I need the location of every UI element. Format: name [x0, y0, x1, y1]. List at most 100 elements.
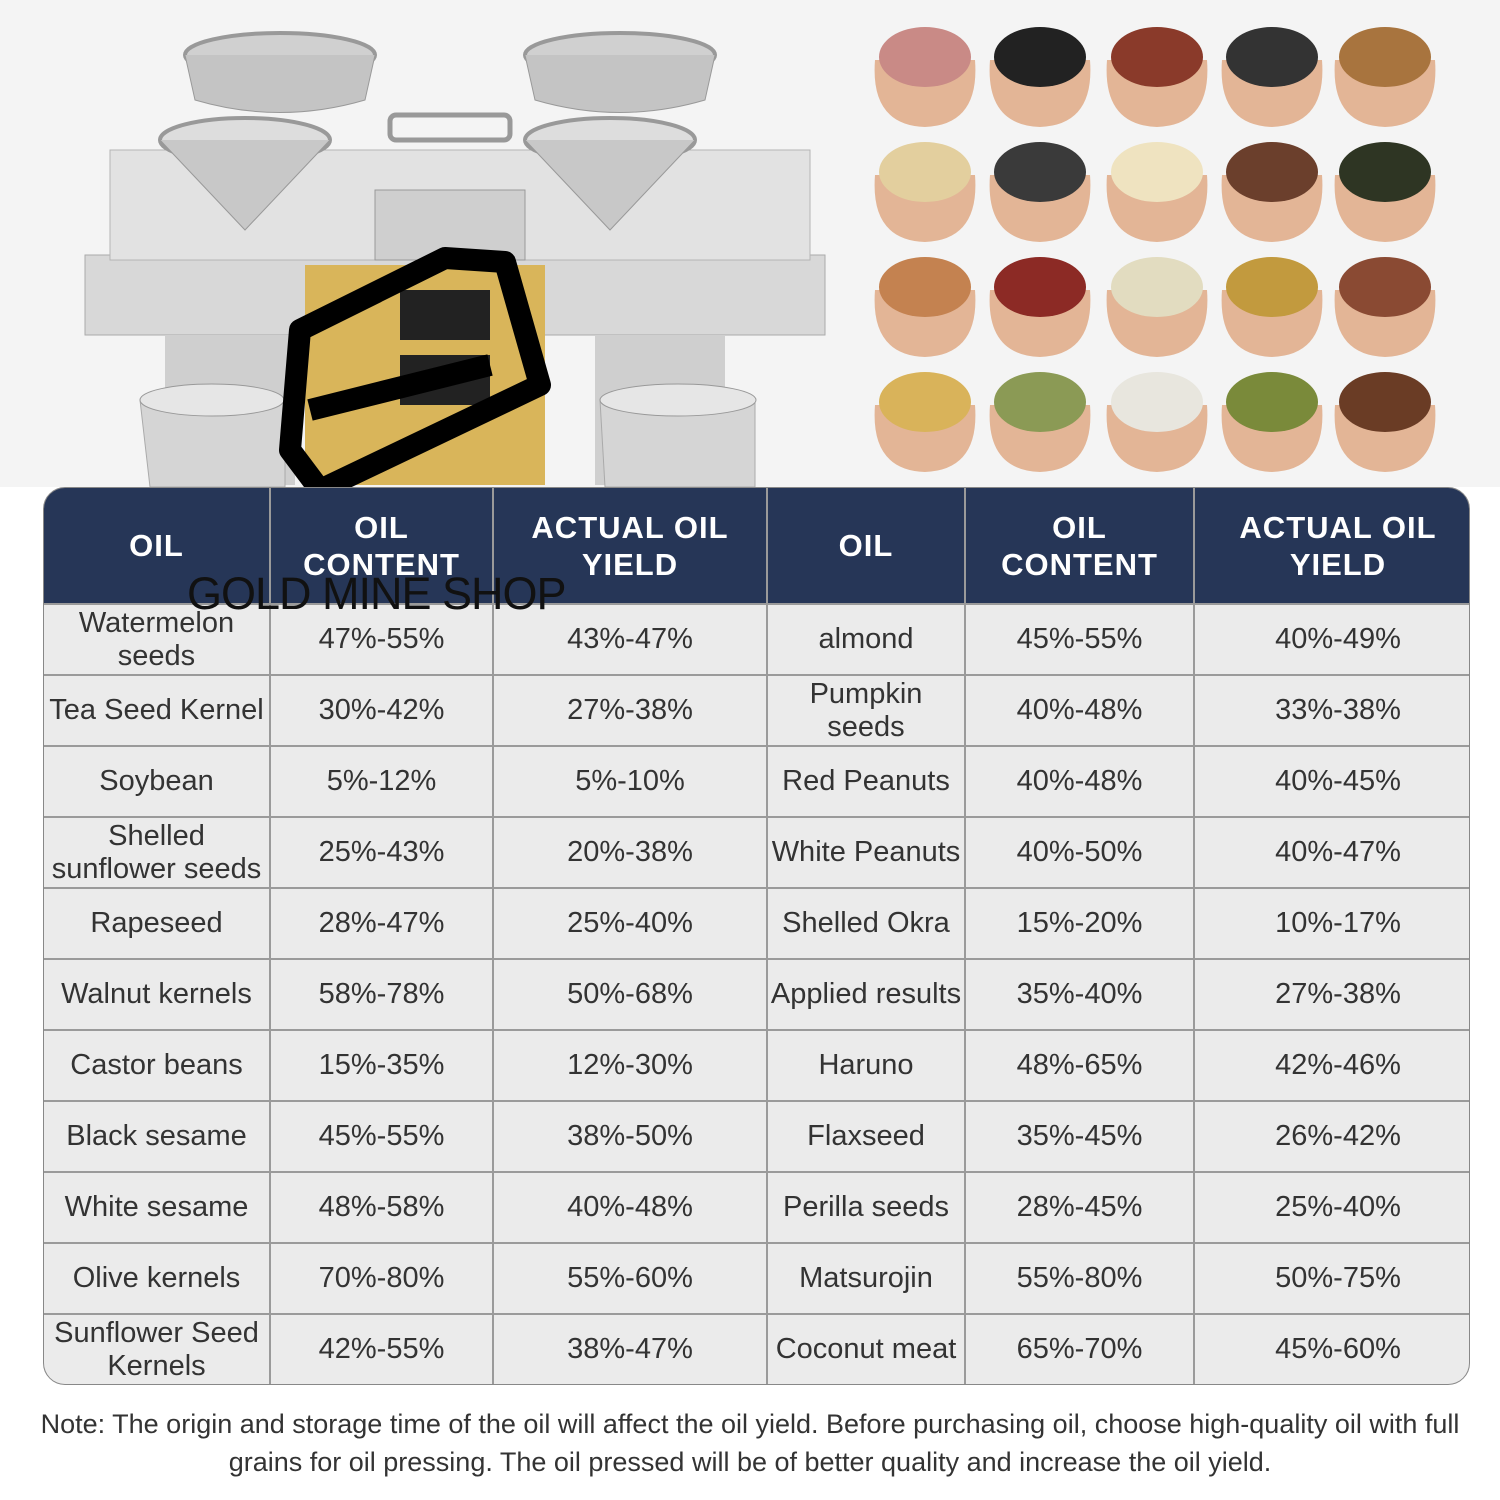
table-cell: 50%-68%: [494, 960, 766, 1029]
seeds: [1226, 142, 1318, 202]
table-cell: Black sesame: [44, 1102, 269, 1171]
table-cell: Shelled Okra: [768, 889, 964, 958]
table-cell: 30%-42%: [271, 676, 492, 745]
seeds: [1226, 372, 1318, 432]
table-cell: 70%-80%: [271, 1244, 492, 1313]
seeds: [1339, 257, 1431, 317]
table-cell: 48%-58%: [271, 1173, 492, 1242]
table-cell: Pumpkin seeds: [768, 676, 964, 745]
seeds: [879, 257, 971, 317]
table-cell: 33%-38%: [1195, 676, 1469, 745]
header-cell: OIL CONTENT: [271, 488, 492, 603]
table-cell: 10%-17%: [1195, 889, 1469, 958]
table-cell: Matsurojin: [768, 1244, 964, 1313]
table-cell: 28%-45%: [966, 1173, 1193, 1242]
table-cell: 40%-47%: [1195, 818, 1469, 887]
table-cell: 45%-55%: [966, 605, 1193, 674]
table-cell: 27%-38%: [1195, 960, 1469, 1029]
oil-yield-table: OIL OIL CONTENT ACTUAL OIL YIELD OIL OIL CON…: [43, 487, 1470, 1385]
table-cell: 55%-60%: [494, 1244, 766, 1313]
table-cell: Haruno: [768, 1031, 964, 1100]
table-cell: 15%-20%: [966, 889, 1193, 958]
table-cell: 25%-43%: [271, 818, 492, 887]
seeds: [994, 372, 1086, 432]
table-cell: 58%-78%: [271, 960, 492, 1029]
table-cell: 25%-40%: [494, 889, 766, 958]
table-cell: Flaxseed: [768, 1102, 964, 1171]
table-cell: Olive kernels: [44, 1244, 269, 1313]
table-cell: Tea Seed Kernel: [44, 676, 269, 745]
seeds: [994, 257, 1086, 317]
table-cell: 45%-55%: [271, 1102, 492, 1171]
table-cell: 40%-48%: [966, 676, 1193, 745]
table-cell: Shelled sunflower seeds: [44, 818, 269, 887]
table-cell: 35%-45%: [966, 1102, 1193, 1171]
table-cell: Walnut kernels: [44, 960, 269, 1029]
table-cell: 27%-38%: [494, 676, 766, 745]
table-cell: 50%-75%: [1195, 1244, 1469, 1313]
table-cell: 48%-65%: [966, 1031, 1193, 1100]
seeds: [879, 142, 971, 202]
table-cell: 28%-47%: [271, 889, 492, 958]
seeds: [879, 372, 971, 432]
seeds: [1226, 27, 1318, 87]
table-cell: 26%-42%: [1195, 1102, 1469, 1171]
table-cell: White Peanuts: [768, 818, 964, 887]
seeds: [1226, 257, 1318, 317]
note: Note: The origin and storage time of the…: [40, 1409, 1460, 1477]
table-cell: 25%-40%: [1195, 1173, 1469, 1242]
table-cell: 42%-46%: [1195, 1031, 1469, 1100]
table-cell: 15%-35%: [271, 1031, 492, 1100]
table-cell: 45%-60%: [1195, 1315, 1469, 1384]
table-cell: 12%-30%: [494, 1031, 766, 1100]
watermark: GOLD MINE SHOP: [187, 568, 567, 619]
table-cell: 42%-55%: [271, 1315, 492, 1384]
table-cell: Applied results: [768, 960, 964, 1029]
table-cell: 43%-47%: [494, 605, 766, 674]
seeds: [1339, 142, 1431, 202]
seeds: [994, 142, 1086, 202]
table-cell: 40%-49%: [1195, 605, 1469, 674]
logo: [279, 247, 551, 500]
table-cell: 40%-48%: [494, 1173, 766, 1242]
table-cell: Sunflower Seed Kernels: [44, 1315, 269, 1384]
table-cell: Soybean: [44, 747, 269, 816]
table-cell: 40%-45%: [1195, 747, 1469, 816]
table-cell: Rapeseed: [44, 889, 269, 958]
header-cell: ACTUAL OIL YIELD: [1195, 488, 1469, 603]
table-cell: 55%-80%: [966, 1244, 1193, 1313]
table-cell: almond: [768, 605, 964, 674]
table-cell: Red Peanuts: [768, 747, 964, 816]
table-cell: Perilla seeds: [768, 1173, 964, 1242]
illustration: [84, 27, 1436, 500]
table-cell: 5%-10%: [494, 747, 766, 816]
table-cell: 5%-12%: [271, 747, 492, 816]
header-cell: OIL CONTENT: [966, 488, 1193, 603]
table-cell: 38%-47%: [494, 1315, 766, 1384]
table-cell: 38%-50%: [494, 1102, 766, 1171]
seeds: [1339, 27, 1431, 87]
seeds: [879, 27, 971, 87]
table-cell: Watermelon seeds: [44, 605, 269, 674]
seeds: [994, 27, 1086, 87]
table-cell: White sesame: [44, 1173, 269, 1242]
seeds: [1111, 142, 1203, 202]
table-cell: 35%-40%: [966, 960, 1193, 1029]
table-cell: Coconut meat: [768, 1315, 964, 1384]
seeds: [1111, 27, 1203, 87]
seeds: [1111, 257, 1203, 317]
seeds: [1111, 372, 1203, 432]
seeds: [1339, 372, 1431, 432]
header-cell: ACTUAL OIL YIELD: [494, 488, 766, 603]
table-cell: 20%-38%: [494, 818, 766, 887]
table-cell: 40%-50%: [966, 818, 1193, 887]
header-cell: OIL: [768, 488, 964, 603]
table-cell: Castor beans: [44, 1031, 269, 1100]
header-cell: OIL: [44, 488, 269, 603]
table-cell: 65%-70%: [966, 1315, 1193, 1384]
machine: [84, 31, 826, 488]
table-cell: 40%-48%: [966, 747, 1193, 816]
